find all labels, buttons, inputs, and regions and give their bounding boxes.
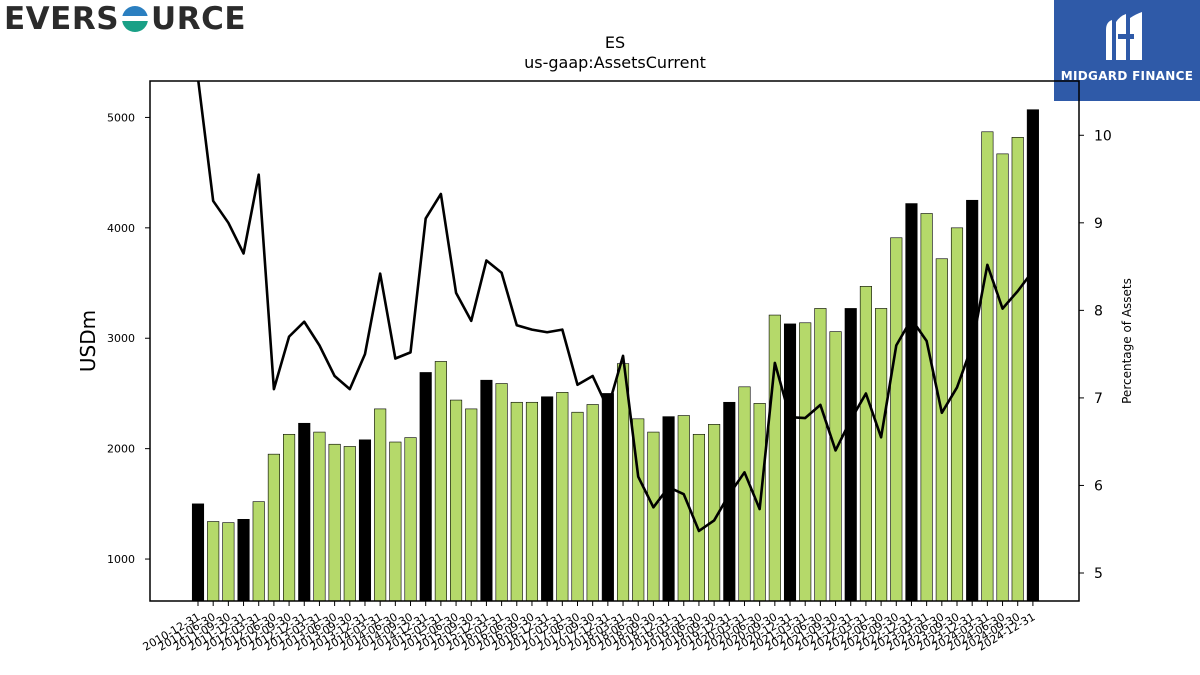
bar-series [191,109,1039,602]
logo-text-end: URCE [151,1,247,37]
bar-2015-12-31 [495,383,508,602]
bar-2024-09-30 [1026,109,1039,602]
percentage-line [197,81,1034,533]
y2-tick-label: 8 [1094,303,1103,319]
y-tick-label: 5000 [107,111,135,124]
y2-tick-label: 6 [1094,478,1103,494]
bar-2016-06-30 [525,401,539,602]
y-tick-label: 2000 [107,443,135,456]
bar-2016-09-30 [541,396,554,602]
bar-2017-09-30 [601,393,614,602]
plot-frame [149,80,1080,602]
bar-2011-12-31 [252,501,265,602]
bar-2014-12-31 [434,361,447,602]
bar-2014-03-31 [389,441,402,602]
bar-2024-06-30 [1011,137,1024,602]
bar-2015-09-30 [480,379,493,602]
y-tick-label: 4000 [107,222,135,235]
bar-2021-12-31 [859,286,872,602]
bar-2015-03-31 [450,399,463,602]
left-y-axis: 1000 2000 3000 4000 5000 [107,111,150,566]
bar-2024-03-31 [996,153,1009,602]
bar-2015-06-30 [465,408,478,602]
midgard-finance-label: MIDGARD FINANCE [1060,69,1194,83]
eversource-o-globe-icon [122,6,149,32]
eversource-logo: EVERS URCE [4,2,246,36]
bar-2012-03-31 [267,453,280,602]
bar-2023-06-30 [950,227,964,602]
bar-2017-06-30 [586,404,599,602]
midgard-finance-logo: MIDGARD FINANCE [1054,0,1200,101]
bar-2022-09-30 [905,203,918,602]
bar-2011-09-30 [237,518,250,602]
y2-tick-label: 9 [1094,216,1103,232]
y-tick-label: 3000 [107,332,135,345]
bar-2010-12-31 [191,503,205,602]
bar-2017-03-31 [571,411,584,602]
bar-2020-12-31 [799,322,812,602]
bar-2011-03-31 [207,521,220,602]
bar-2017-12-31 [616,363,630,602]
bar-2021-03-31 [814,308,827,602]
bar-2012-06-30 [283,433,296,602]
bar-2013-09-30 [358,439,372,602]
bar-2022-06-30 [890,237,903,602]
bar-2012-12-31 [313,431,326,602]
bar-2019-03-31 [692,433,705,602]
bar-2013-12-31 [374,408,387,602]
bar-2016-03-31 [510,401,523,602]
bar-2018-12-31 [677,415,690,602]
y2-tick-label: 5 [1094,566,1103,582]
bar-2023-12-31 [981,131,994,602]
bar-2011-06-30 [222,522,235,602]
midgard-m-icon [1106,12,1142,60]
bar-2021-09-30 [844,308,857,602]
bar-2018-06-30 [647,431,660,602]
bar-2013-06-30 [343,446,356,602]
y2-tick-label: 10 [1094,128,1112,144]
y2-tick-label: 7 [1094,391,1103,407]
bar-2012-09-30 [298,422,311,602]
bar-2020-06-30 [768,314,781,602]
bar-2020-09-30 [783,323,797,602]
bar-2013-03-31 [328,443,341,602]
bar-2016-12-31 [556,392,569,602]
y-axis-label: USDm [76,310,100,372]
bar-2022-12-31 [920,213,933,602]
bar-2021-06-30 [829,331,842,602]
x-axis: 2010-12-312011-06-302011-09-302011-12-31… [141,601,1037,654]
bar-2023-03-31 [935,258,948,602]
right-y-axis: 5 6 7 8 9 10 [1079,128,1112,582]
chart-subtitle: us-gaap:AssetsCurrent [524,53,706,72]
bar-2014-06-30 [404,437,417,602]
bar-2014-09-30 [419,372,432,602]
logo-text-start: EVERS [4,1,120,37]
bar-2019-12-31 [738,386,751,602]
right-y-axis-label: Percentage of Assets [1120,278,1134,404]
bar-2018-09-30 [662,416,675,602]
bar-2023-09-30 [966,199,979,602]
chart-title: ES [605,33,625,52]
y-tick-label: 1000 [107,553,135,566]
percentage-line-series [197,81,1034,533]
bar-2022-03-31 [875,308,888,602]
